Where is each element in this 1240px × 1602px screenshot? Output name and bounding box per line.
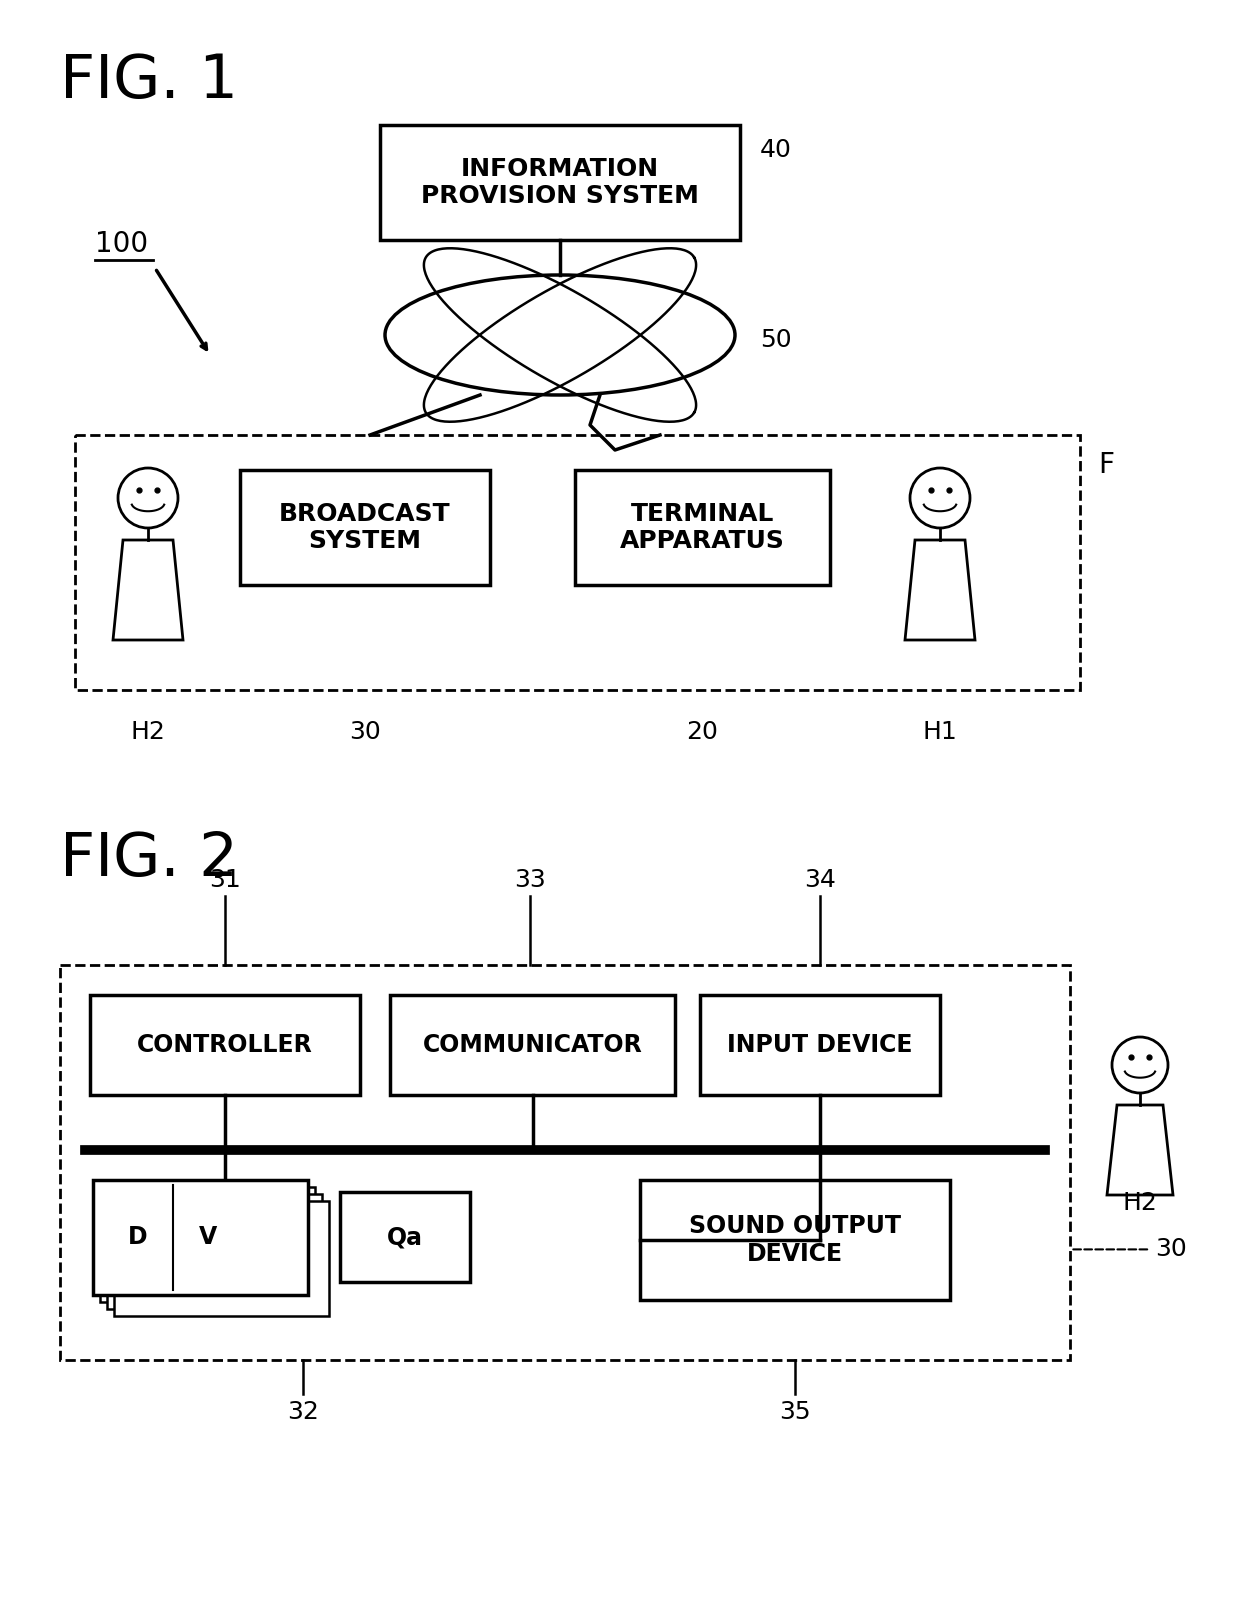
Text: COMMUNICATOR: COMMUNICATOR [423,1033,642,1057]
Text: 32: 32 [286,1400,319,1424]
Text: 100: 100 [95,231,148,258]
Text: INFORMATION
PROVISION SYSTEM: INFORMATION PROVISION SYSTEM [422,157,699,208]
Text: 31: 31 [210,868,241,892]
Bar [241,469,490,585]
Text: V: V [198,1226,217,1250]
Text: CONTROLLER: CONTROLLER [138,1033,312,1057]
Text: 35: 35 [779,1400,811,1424]
Text: Qa: Qa [387,1226,423,1250]
Text: TERMINAL
APPARATUS: TERMINAL APPARATUS [620,501,785,553]
Text: FIG. 2: FIG. 2 [60,830,238,889]
Bar [114,1202,329,1315]
Text: D: D [128,1226,148,1250]
Text: BROADCAST
SYSTEM: BROADCAST SYSTEM [279,501,451,553]
Text: 50: 50 [760,328,791,352]
Ellipse shape [384,276,735,396]
Bar [60,964,1070,1360]
Bar [93,1181,308,1294]
Text: 34: 34 [804,868,836,892]
Text: 20: 20 [687,719,718,743]
Text: 30: 30 [1154,1237,1187,1261]
Text: H2: H2 [130,719,165,743]
Bar [340,1192,470,1282]
Bar [100,1187,315,1302]
Bar [107,1193,322,1309]
Bar [391,995,675,1096]
Bar [91,995,360,1096]
Text: 33: 33 [515,868,546,892]
Text: FIG. 1: FIG. 1 [60,51,238,111]
Bar [575,469,830,585]
Bar [640,1181,950,1299]
Text: SOUND OUTPUT
DEVICE: SOUND OUTPUT DEVICE [689,1214,901,1266]
Bar [701,995,940,1096]
Text: INPUT DEVICE: INPUT DEVICE [727,1033,913,1057]
Text: 40: 40 [760,138,792,162]
Text: H1: H1 [923,719,957,743]
Text: F: F [1097,452,1114,479]
Bar [74,436,1080,690]
Bar [379,125,740,240]
Text: 30: 30 [350,719,381,743]
Text: H2: H2 [1122,1190,1157,1214]
